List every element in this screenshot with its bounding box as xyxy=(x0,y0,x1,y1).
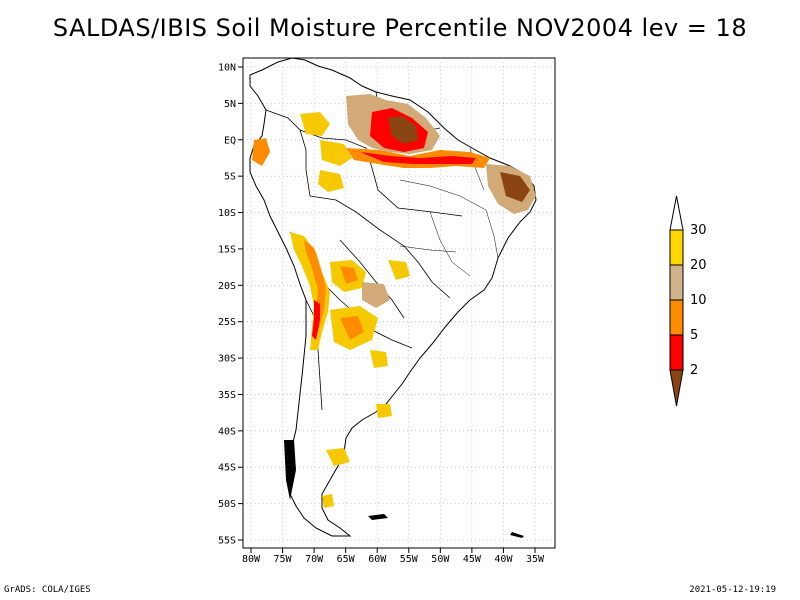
footer-timestamp: 2021-05-12-19:19 xyxy=(689,585,776,595)
legend-swatch-red xyxy=(669,334,684,371)
lat-label: 15S xyxy=(218,244,236,255)
legend-swatch-orange xyxy=(669,299,684,336)
lat-label: 5N xyxy=(224,99,236,110)
patch-red-amazon xyxy=(360,152,476,164)
lat-label: 5S xyxy=(224,172,236,183)
legend-swatch-gold xyxy=(669,229,684,266)
patch-orange-bolivia xyxy=(340,266,358,284)
map-title: SALDAS/IBIS Soil Moisture Percentile NOV… xyxy=(52,14,748,42)
lon-label: 75W xyxy=(274,554,293,565)
patch-brown-guiana xyxy=(388,116,418,144)
lat-label: EQ xyxy=(224,135,236,146)
lat-label: 35S xyxy=(218,390,236,401)
legend-swatch-above-30 xyxy=(669,195,684,231)
patch-orange-ecuador xyxy=(252,138,270,166)
lon-label: 45W xyxy=(463,554,482,565)
patch-orange-argentina xyxy=(340,316,364,340)
patch-gold-patagonia-n xyxy=(376,404,392,418)
lat-label: 30S xyxy=(218,354,236,365)
lat-label: 20S xyxy=(218,281,236,292)
lon-label: 70W xyxy=(305,554,324,565)
legend-swatch-tan xyxy=(669,264,684,301)
patch-gold-centerwest xyxy=(388,260,410,280)
lat-label: 10S xyxy=(218,208,236,219)
patch-gold-patagonia xyxy=(326,448,350,466)
lon-label: 65W xyxy=(337,554,356,565)
lat-label: 25S xyxy=(218,317,236,328)
patch-gold-southern-tip xyxy=(322,494,334,508)
patch-gold-amazon-mid xyxy=(318,170,344,192)
south-america-coastline xyxy=(249,57,537,537)
longitude-labels: 80W 75W 70W 65W 60W 55W 50W 45W 40W 35W xyxy=(242,548,545,565)
legend-label-30: 30 xyxy=(690,223,707,238)
patch-orange-andes xyxy=(304,240,326,340)
lon-label: 35W xyxy=(526,554,545,565)
lon-label: 60W xyxy=(368,554,387,565)
latitude-labels: 10N 5N EQ 5S 10S 15S 20S 25S 30S 35S 40S 45S 50S 55S xyxy=(218,63,243,547)
legend-label-10: 10 xyxy=(690,293,707,308)
patch-chile-fjords xyxy=(284,440,296,500)
patch-tan-chaco xyxy=(362,282,390,308)
legend-label-2: 2 xyxy=(690,363,698,378)
lon-label: 55W xyxy=(400,554,419,565)
legend-label-5: 5 xyxy=(690,328,698,343)
lat-label: 10N xyxy=(218,63,236,74)
legend-label-20: 20 xyxy=(690,258,707,273)
patch-red-andes xyxy=(312,300,320,340)
lat-label: 55S xyxy=(218,536,236,547)
lat-label: 50S xyxy=(218,499,236,510)
percentile-patches xyxy=(252,94,536,538)
patch-gold-amazon-west xyxy=(320,140,352,166)
lat-label: 45S xyxy=(218,463,236,474)
footer-credit: GrADS: COLA/IGES xyxy=(4,585,91,595)
patch-brown-northeast xyxy=(500,172,530,202)
patch-gold-colombia xyxy=(300,112,330,136)
legend-swatch-below-2 xyxy=(669,369,684,407)
lon-label: 80W xyxy=(242,554,261,565)
lon-label: 40W xyxy=(494,554,513,565)
falkland-islands xyxy=(368,514,388,520)
patch-gold-pampas xyxy=(370,350,388,368)
south-georgia xyxy=(510,532,524,538)
lat-label: 40S xyxy=(218,426,236,437)
color-legend: 30 20 10 5 2 xyxy=(669,195,707,407)
lon-label: 50W xyxy=(431,554,450,565)
